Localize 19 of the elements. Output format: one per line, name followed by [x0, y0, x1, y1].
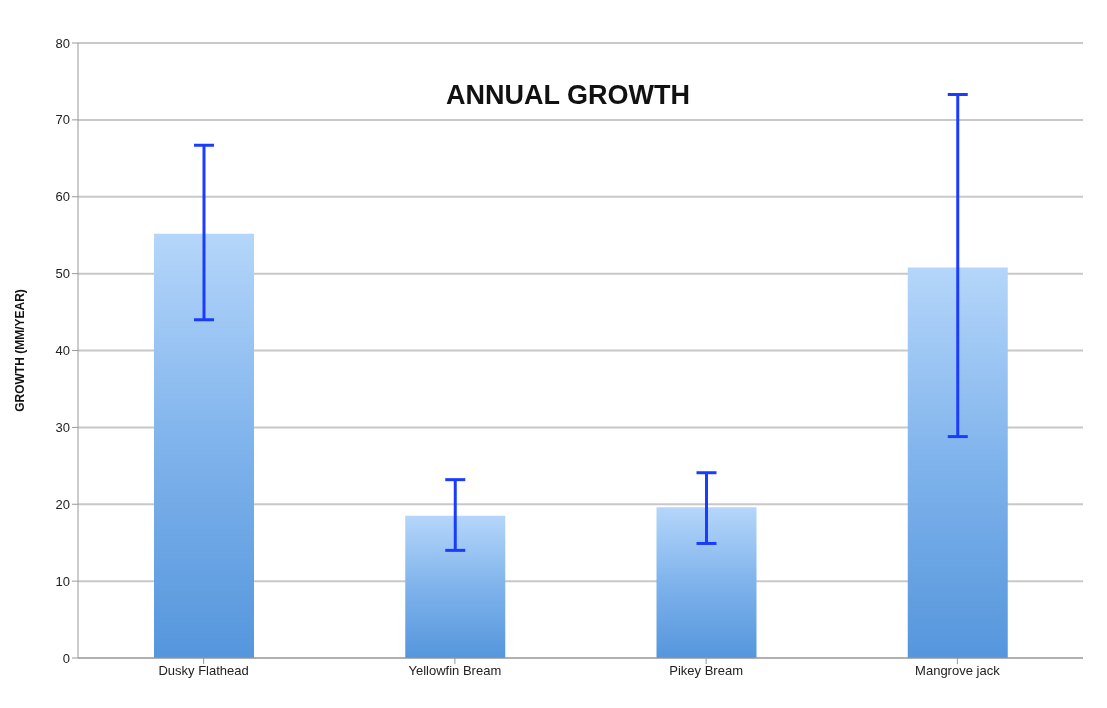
y-tick-label: 40: [55, 343, 70, 359]
y-tick-label: 30: [55, 419, 70, 435]
text: ANNUAL GROWTH: [445, 80, 691, 111]
y-tick-label: 50: [55, 266, 70, 282]
y-tick-label: 60: [55, 189, 70, 205]
y-tick-label: 70: [55, 112, 70, 128]
x-tick-label: Yellowfin Bream: [408, 663, 502, 679]
y-axis-title: GROWTH (MM/YEAR): [13, 289, 28, 412]
y-tick-label: 80: [55, 35, 70, 51]
bar: [154, 233, 254, 658]
y-tick-label: 20: [55, 496, 70, 512]
y-tick-label: 10: [55, 573, 70, 589]
x-tick-label: Dusky Flathead: [158, 663, 249, 679]
bar: [656, 507, 757, 658]
x-tick-label: Pikey Bream: [669, 663, 743, 679]
y-tick-label: 0: [62, 650, 70, 666]
x-tick-label: Mangrove jack: [915, 663, 1001, 679]
bar: [405, 515, 506, 658]
bar: [907, 267, 1008, 658]
